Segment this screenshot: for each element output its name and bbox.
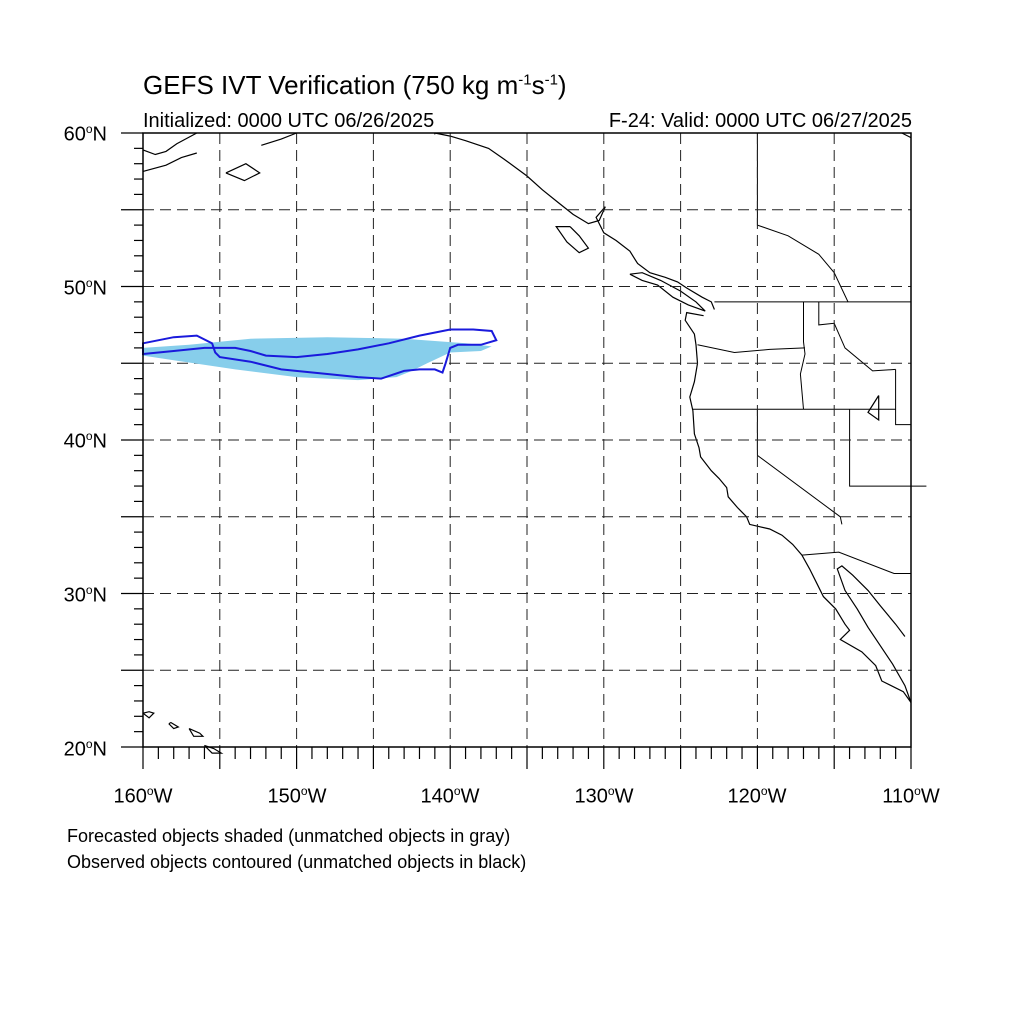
- coastline-segment: [261, 132, 297, 146]
- coastline-layer: [142, 132, 912, 754]
- lat-label-50n: 50oN: [63, 276, 107, 300]
- lat-label-30n: 30oN: [63, 583, 107, 607]
- lon-label-130w: 130oW: [574, 784, 634, 808]
- coastline-segment: [629, 272, 706, 312]
- lon-label-140w: 140oW: [420, 784, 480, 808]
- border-segment: [756, 409, 843, 525]
- lon-label-110w: 110oW: [882, 784, 940, 808]
- lon-label-150w: 150oW: [267, 784, 327, 808]
- chart-title: GEFS IVT Verification (750 kg m-1s-1): [143, 70, 567, 100]
- axis-ticks: [121, 132, 912, 769]
- lon-label-160w: 160oW: [113, 784, 173, 808]
- valid-time-label: F-24: Valid: 0000 UTC 06/27/2025: [608, 110, 912, 132]
- init-time-label: Initialized: 0000 UTC 06/26/2025: [143, 110, 435, 132]
- border-segment: [818, 301, 896, 372]
- lat-label-40n: 40oN: [63, 429, 107, 453]
- coastline-segment: [555, 226, 590, 254]
- coastline-segment: [142, 132, 198, 156]
- observed-ivt-contour: [142, 328, 498, 380]
- coastline-segment: [168, 721, 180, 730]
- border-segment: [849, 409, 927, 487]
- coastline-segment: [188, 728, 205, 737]
- coastline-segment: [225, 163, 261, 182]
- lon-label-120w: 120oW: [727, 784, 787, 808]
- coastline-segment: [867, 395, 880, 422]
- forecast-legend-note: Forecasted objects shaded (unmatched obj…: [67, 826, 511, 846]
- coastline-segment: [142, 152, 197, 172]
- lat-label-20n: 20oN: [63, 737, 107, 761]
- coastline-segment: [901, 132, 912, 139]
- graticule-grid: [143, 133, 911, 747]
- border-segment: [895, 369, 911, 426]
- border-segment: [697, 344, 806, 354]
- observed-legend-note: Observed objects contoured (unmatched ob…: [67, 852, 527, 872]
- coastline-segment: [836, 565, 912, 703]
- coastline-segment: [434, 132, 715, 310]
- border-segment: [801, 551, 911, 574]
- coastline-segment: [142, 711, 155, 719]
- lat-label-60n: 60oN: [63, 122, 107, 146]
- border-segment: [799, 301, 806, 410]
